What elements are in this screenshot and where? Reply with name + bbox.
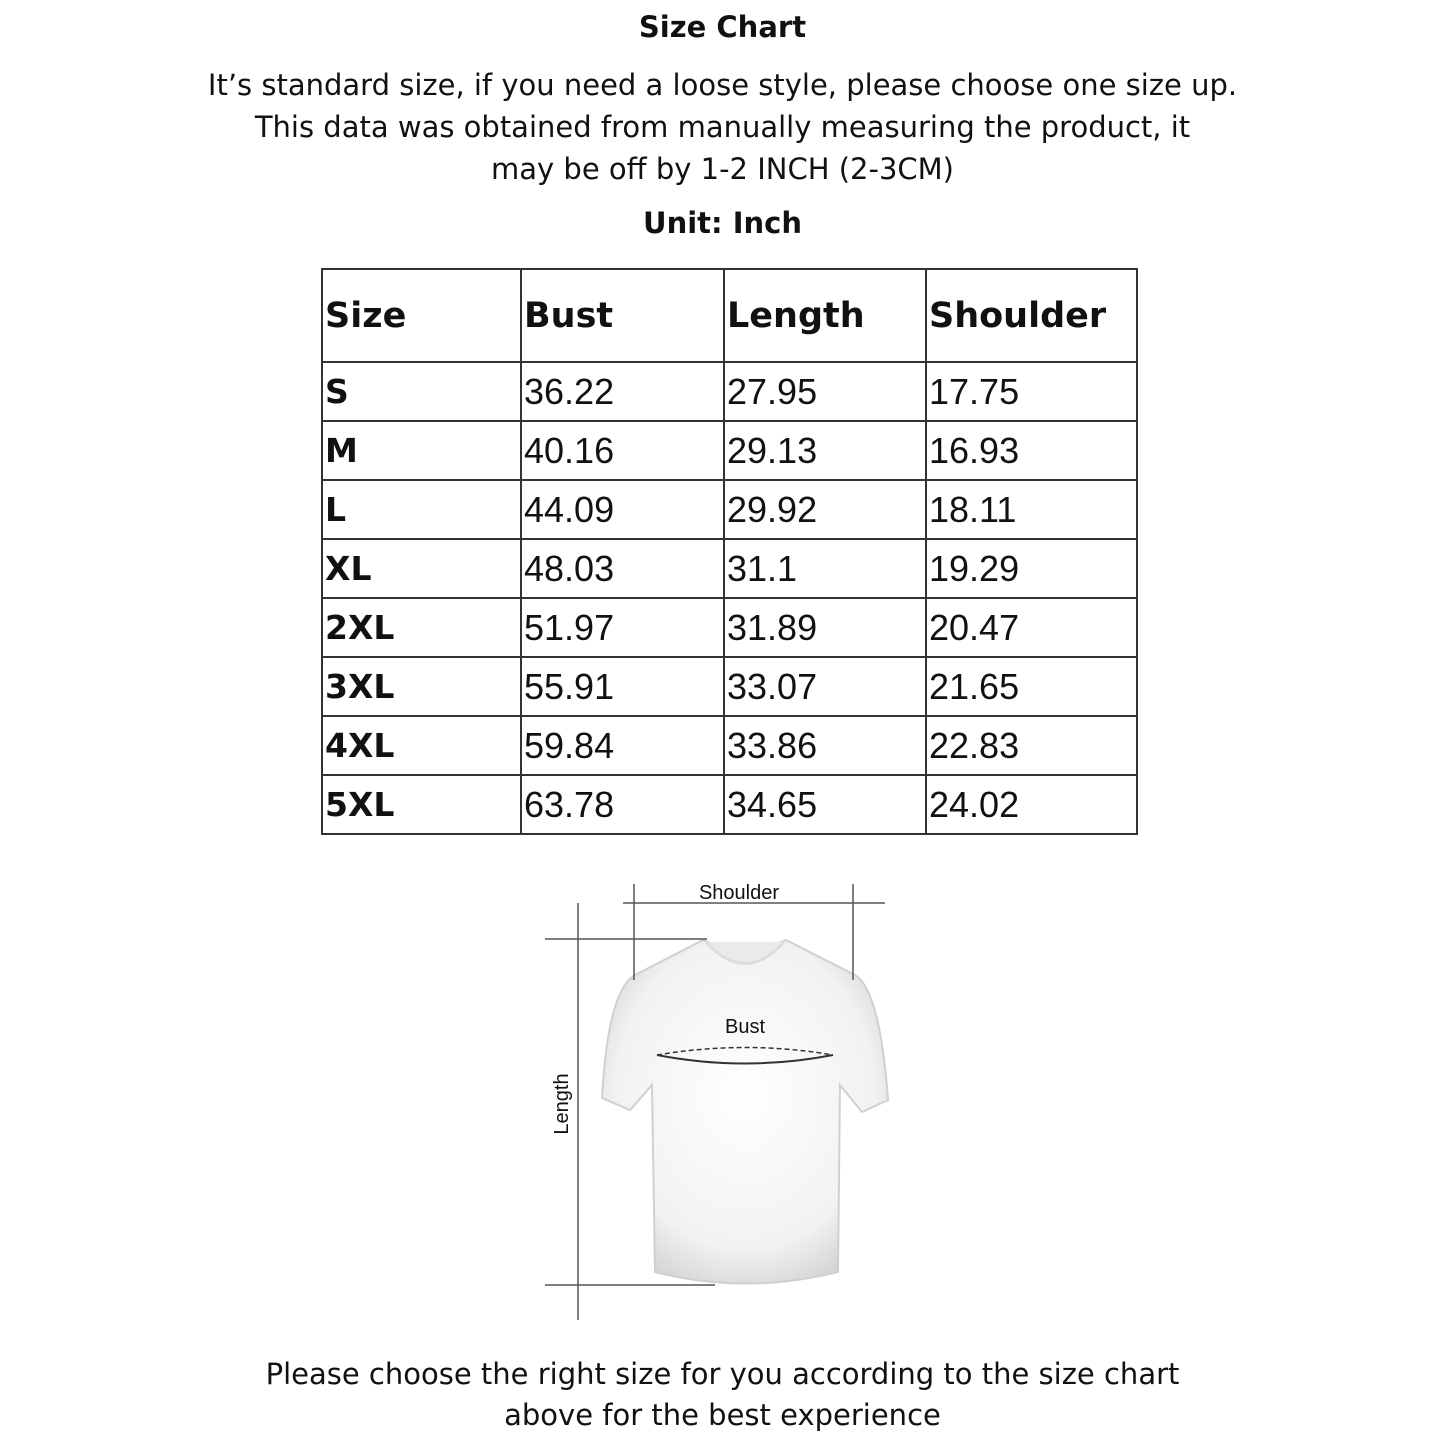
length-cell: 33.07 xyxy=(723,656,927,717)
table-row: 4XL 59.84 33.86 22.83 xyxy=(321,715,1138,776)
shoulder-cell: 24.02 xyxy=(925,774,1138,835)
table-row: 5XL 63.78 34.65 24.02 xyxy=(321,774,1138,835)
shoulder-cell: 22.83 xyxy=(925,715,1138,776)
table-row: M 40.16 29.13 16.93 xyxy=(321,420,1138,481)
measure-lines xyxy=(545,884,885,1320)
intro-line: may be off by 1-2 INCH (2-3CM) xyxy=(491,152,954,186)
size-cell: XL xyxy=(321,538,522,599)
bust-cell: 63.78 xyxy=(520,774,725,835)
header-length: Length xyxy=(723,268,927,363)
size-cell: S xyxy=(321,361,522,422)
t-shirt-icon xyxy=(600,938,890,1285)
table-row: XL 48.03 31.1 19.29 xyxy=(321,538,1138,599)
length-cell: 29.92 xyxy=(723,479,927,540)
table-row: L 44.09 29.92 18.11 xyxy=(321,479,1138,540)
shoulder-cell: 18.11 xyxy=(925,479,1138,540)
length-cell: 31.89 xyxy=(723,597,927,658)
length-cell: 31.1 xyxy=(723,538,927,599)
length-cell: 29.13 xyxy=(723,420,927,481)
size-cell: 4XL xyxy=(321,715,522,776)
size-cell: 5XL xyxy=(321,774,522,835)
bust-cell: 51.97 xyxy=(520,597,725,658)
size-cell: M xyxy=(321,420,522,481)
bust-cell: 55.91 xyxy=(520,656,725,717)
header-shoulder: Shoulder xyxy=(925,268,1138,363)
size-table: Size Bust Length Shoulder S 36.22 27.95 17.… xyxy=(321,268,1138,835)
footer-text: Please choose the right size for you acc… xyxy=(0,1354,1445,1436)
size-cell: 3XL xyxy=(321,656,522,717)
header-size: Size xyxy=(321,268,522,363)
intro-line: It’s standard size, if you need a loose … xyxy=(207,68,1238,102)
bust-label: Bust xyxy=(725,1016,765,1038)
footer-line: above for the best experience xyxy=(504,1398,941,1432)
table-row: 3XL 55.91 33.07 21.65 xyxy=(321,656,1138,717)
shoulder-cell: 17.75 xyxy=(925,361,1138,422)
header-bust: Bust xyxy=(520,268,725,363)
intro-text: It’s standard size, if you need a loose … xyxy=(0,64,1445,190)
shoulder-cell: 16.93 xyxy=(925,420,1138,481)
shoulder-cell: 19.29 xyxy=(925,538,1138,599)
bust-cell: 36.22 xyxy=(520,361,725,422)
table-header-row: Size Bust Length Shoulder xyxy=(321,268,1138,363)
table-row: 2XL 51.97 31.89 20.47 xyxy=(321,597,1138,658)
shoulder-cell: 21.65 xyxy=(925,656,1138,717)
shoulder-label: Shoulder xyxy=(699,882,779,904)
size-cell: 2XL xyxy=(321,597,522,658)
page-title: Size Chart xyxy=(638,10,807,44)
shoulder-cell: 20.47 xyxy=(925,597,1138,658)
bust-cell: 44.09 xyxy=(520,479,725,540)
intro-line: This data was obtained from manually mea… xyxy=(254,110,1191,144)
bust-cell: 59.84 xyxy=(520,715,725,776)
length-cell: 34.65 xyxy=(723,774,927,835)
length-cell: 27.95 xyxy=(723,361,927,422)
bust-cell: 40.16 xyxy=(520,420,725,481)
bust-cell: 48.03 xyxy=(520,538,725,599)
table-row: S 36.22 27.95 17.75 xyxy=(321,361,1138,422)
length-cell: 33.86 xyxy=(723,715,927,776)
footer-line: Please choose the right size for you acc… xyxy=(265,1357,1180,1391)
length-label: Length xyxy=(551,1073,573,1134)
unit-label: Unit: Inch xyxy=(643,206,802,240)
size-cell: L xyxy=(321,479,522,540)
